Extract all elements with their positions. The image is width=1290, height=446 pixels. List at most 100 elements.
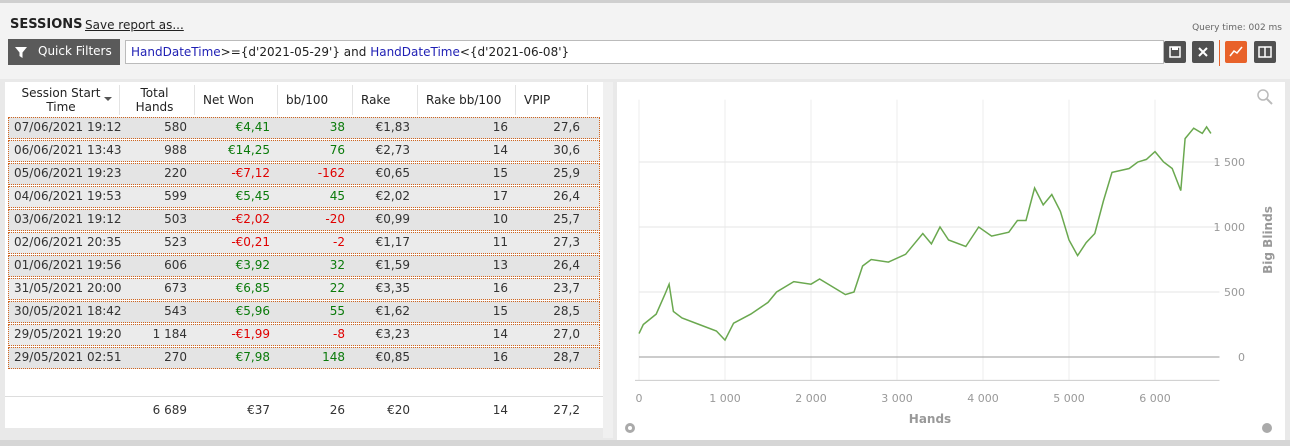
table-cell: 270 (164, 350, 187, 364)
table-cell: 10 (492, 212, 508, 226)
save-button[interactable] (1164, 41, 1186, 63)
column-divider (194, 85, 195, 115)
filter-text: HandDateTime (131, 45, 221, 59)
table-cell: 31/05/2021 20:00 (14, 281, 122, 295)
table-cell: 06/06/2021 13:43 (14, 143, 122, 157)
table-cell: €14,25 (228, 143, 270, 157)
table-row[interactable] (8, 140, 600, 162)
table-cell: €6,85 (235, 281, 270, 295)
filter-text: HandDateTime (370, 45, 460, 59)
y-tick-label: 1 500 (1214, 156, 1246, 169)
y-tick-label: 1 000 (1214, 221, 1246, 234)
scrollbar (603, 82, 613, 438)
table-cell: 17 (492, 189, 508, 203)
zoom-icon[interactable] (1257, 89, 1269, 101)
table-cell: -20 (325, 212, 345, 226)
table-cell: 220 (164, 166, 187, 180)
chart: 0 1 000 2 000 3 000 4 000 5 000 6 000 0 500 1 000… (625, 89, 1275, 433)
table-cell: 29/05/2021 02:51 (14, 350, 122, 364)
column-divider (352, 85, 353, 115)
table-row[interactable] (8, 209, 600, 231)
table-cell: -€2,02 (231, 212, 270, 226)
table-cell: 673 (164, 281, 187, 295)
table-cell: €1,83 (375, 120, 410, 134)
table-cell: 04/06/2021 19:53 (14, 189, 122, 203)
save-report-link[interactable]: Save report as... (85, 18, 184, 32)
column-header[interactable]: Total Hands (135, 85, 174, 114)
sort-arrow (104, 97, 112, 101)
table-cell: 27,0 (553, 327, 580, 341)
clear-button[interactable] (1192, 41, 1214, 63)
table-cell: 580 (164, 120, 187, 134)
table-cell: €5,96 (235, 304, 270, 318)
table-cell: 38 (329, 120, 345, 134)
table-cell: 543 (164, 304, 187, 318)
table-cell: 599 (164, 189, 187, 203)
quick-filters-label: Quick Filters (38, 44, 112, 58)
column-header[interactable]: VPIP (524, 92, 551, 107)
table-cell: 23,7 (553, 281, 580, 295)
total-cell: 6 689 (152, 403, 187, 417)
table-row[interactable] (8, 117, 600, 139)
chart-toggle-button[interactable] (1225, 41, 1247, 63)
filter-input[interactable]: HandDateTime>={d'2021-05-29'} and HandDa… (125, 40, 1164, 64)
table-cell: 22 (329, 281, 345, 295)
table-row[interactable] (8, 163, 600, 185)
table-cell: 16 (492, 281, 508, 295)
column-divider (277, 85, 278, 115)
info-icon[interactable] (1262, 423, 1272, 433)
table-cell: 27,6 (553, 120, 580, 134)
table-cell: -8 (333, 327, 345, 341)
column-header[interactable]: bb/100 (286, 92, 329, 107)
table-row[interactable] (8, 347, 600, 369)
sessions-table: Session Start Time Total Hands Net Won bb/1… (5, 82, 603, 428)
column-header[interactable]: Session Start Time (21, 85, 101, 114)
layout-button[interactable] (1254, 41, 1276, 63)
y-tick-label: 0 (1238, 351, 1245, 364)
bottom-edge (0, 440, 1290, 446)
table-cell: -€0,21 (231, 235, 270, 249)
filter-text: >={d'2021-05-29'} and (220, 45, 371, 59)
table-cell: 16 (492, 350, 508, 364)
table-cell: 15 (492, 304, 508, 318)
query-time: Query time: 002 ms (1192, 23, 1282, 33)
table-cell: 01/06/2021 19:56 (14, 258, 122, 272)
zoom-icon-handle (1266, 98, 1273, 105)
column-header[interactable]: Net Won (203, 92, 254, 107)
filter-icon (15, 47, 27, 58)
column-header[interactable]: Rake (361, 92, 391, 107)
table-cell: €1,17 (375, 235, 410, 249)
x-tick-label: 5 000 (1053, 392, 1085, 405)
table-cell: 25,9 (553, 166, 580, 180)
table-cell: 14 (492, 143, 508, 157)
x-axis-label: Hands (909, 412, 951, 426)
table-row[interactable] (8, 324, 600, 346)
table-cell: 988 (164, 143, 187, 157)
column-header[interactable]: Rake bb/100 (426, 92, 502, 107)
table-cell: 606 (164, 258, 187, 272)
table-row[interactable] (8, 232, 600, 254)
x-tick-label: 0 (636, 392, 643, 405)
total-cell: €20 (387, 403, 410, 417)
table-cell: €5,45 (235, 189, 270, 203)
table-cell: -€1,99 (231, 327, 270, 341)
table-cell: 45 (329, 189, 345, 203)
table-cell: 02/06/2021 20:35 (14, 235, 122, 249)
table-row[interactable] (8, 278, 600, 300)
table-row[interactable] (8, 301, 600, 323)
x-tick-label: 1 000 (709, 392, 741, 405)
table-cell: 14 (492, 327, 508, 341)
table-cell: €2,02 (375, 189, 410, 203)
total-cell: 27,2 (553, 403, 580, 417)
table-cell: 523 (164, 235, 187, 249)
table-row[interactable] (8, 186, 600, 208)
table-cell: 07/06/2021 19:12 (14, 120, 122, 134)
table-row[interactable] (8, 255, 600, 277)
column-divider (515, 85, 516, 115)
column-divider (417, 85, 418, 115)
y-tick-label: 500 (1224, 286, 1245, 299)
table-cell: 25,7 (553, 212, 580, 226)
table-cell: -162 (317, 166, 345, 180)
quick-filters-button[interactable]: Quick Filters (8, 39, 120, 65)
